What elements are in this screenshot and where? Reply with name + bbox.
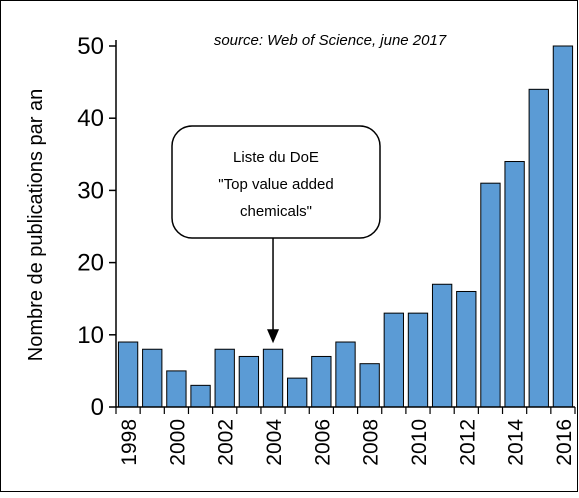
y-tick-label-30: 30: [77, 177, 104, 204]
bar-2011: [431, 283, 453, 408]
x-tick-label-2000: 2000: [166, 419, 189, 466]
x-tick-label-2014: 2014: [505, 419, 528, 466]
bar-2009: [383, 312, 404, 408]
y-axis-label: Nombre de publications par an: [25, 89, 47, 361]
bar-1998: [117, 341, 139, 408]
bar-2014: [504, 161, 525, 408]
y-tick-label-10: 10: [77, 322, 104, 349]
y-tick-label-40: 40: [77, 105, 104, 132]
y-axis: 0 10 20 30 40 50: [77, 33, 117, 421]
x-tick-label-2008: 2008: [360, 419, 383, 466]
bar-2000: [166, 370, 187, 408]
source-note: source: Web of Science, june 2017: [214, 32, 447, 49]
y-tick-label-0: 0: [91, 394, 104, 421]
x-tick-label-2010: 2010: [408, 419, 431, 466]
bar-2006: [311, 355, 332, 408]
y-tick-label-50: 50: [77, 33, 104, 60]
bar-2012: [456, 290, 477, 408]
annotation-line-1: Liste du DoE: [233, 149, 319, 166]
x-tick-label-2006: 2006: [311, 419, 334, 466]
annotation-box: [171, 125, 381, 239]
x-tick-label-2002: 2002: [215, 419, 238, 466]
bar-2003: [238, 355, 260, 408]
bar-2007: [335, 341, 356, 408]
x-tick-label-2012: 2012: [456, 419, 479, 466]
y-tick-label-20: 20: [77, 250, 104, 277]
bar-2015: [528, 88, 549, 408]
bar-2002: [214, 348, 235, 408]
x-tick-label-2016: 2016: [553, 419, 576, 466]
x-axis: 1998 2000 2002 2004 2006 2008 2010 2012 2014 2016: [115, 406, 576, 466]
bar-2016: [552, 45, 574, 408]
bar-2005: [287, 377, 308, 408]
bars-group: [117, 45, 574, 408]
bar-2008: [359, 363, 380, 408]
bar-2013: [480, 182, 501, 408]
annotation-callout: Liste du DoE "Top value added chemicals": [171, 125, 381, 344]
annotation-arrow-head: [267, 329, 280, 344]
bar-2004: [262, 348, 284, 408]
annotation-line-3: chemicals": [240, 203, 312, 220]
x-tick-label-1998: 1998: [118, 419, 141, 466]
bar-2001: [190, 384, 211, 408]
bar-1999: [142, 348, 163, 408]
annotation-line-2: "Top value added: [218, 176, 333, 193]
bar-2010: [407, 312, 429, 408]
x-tick-label-2004: 2004: [263, 419, 286, 466]
